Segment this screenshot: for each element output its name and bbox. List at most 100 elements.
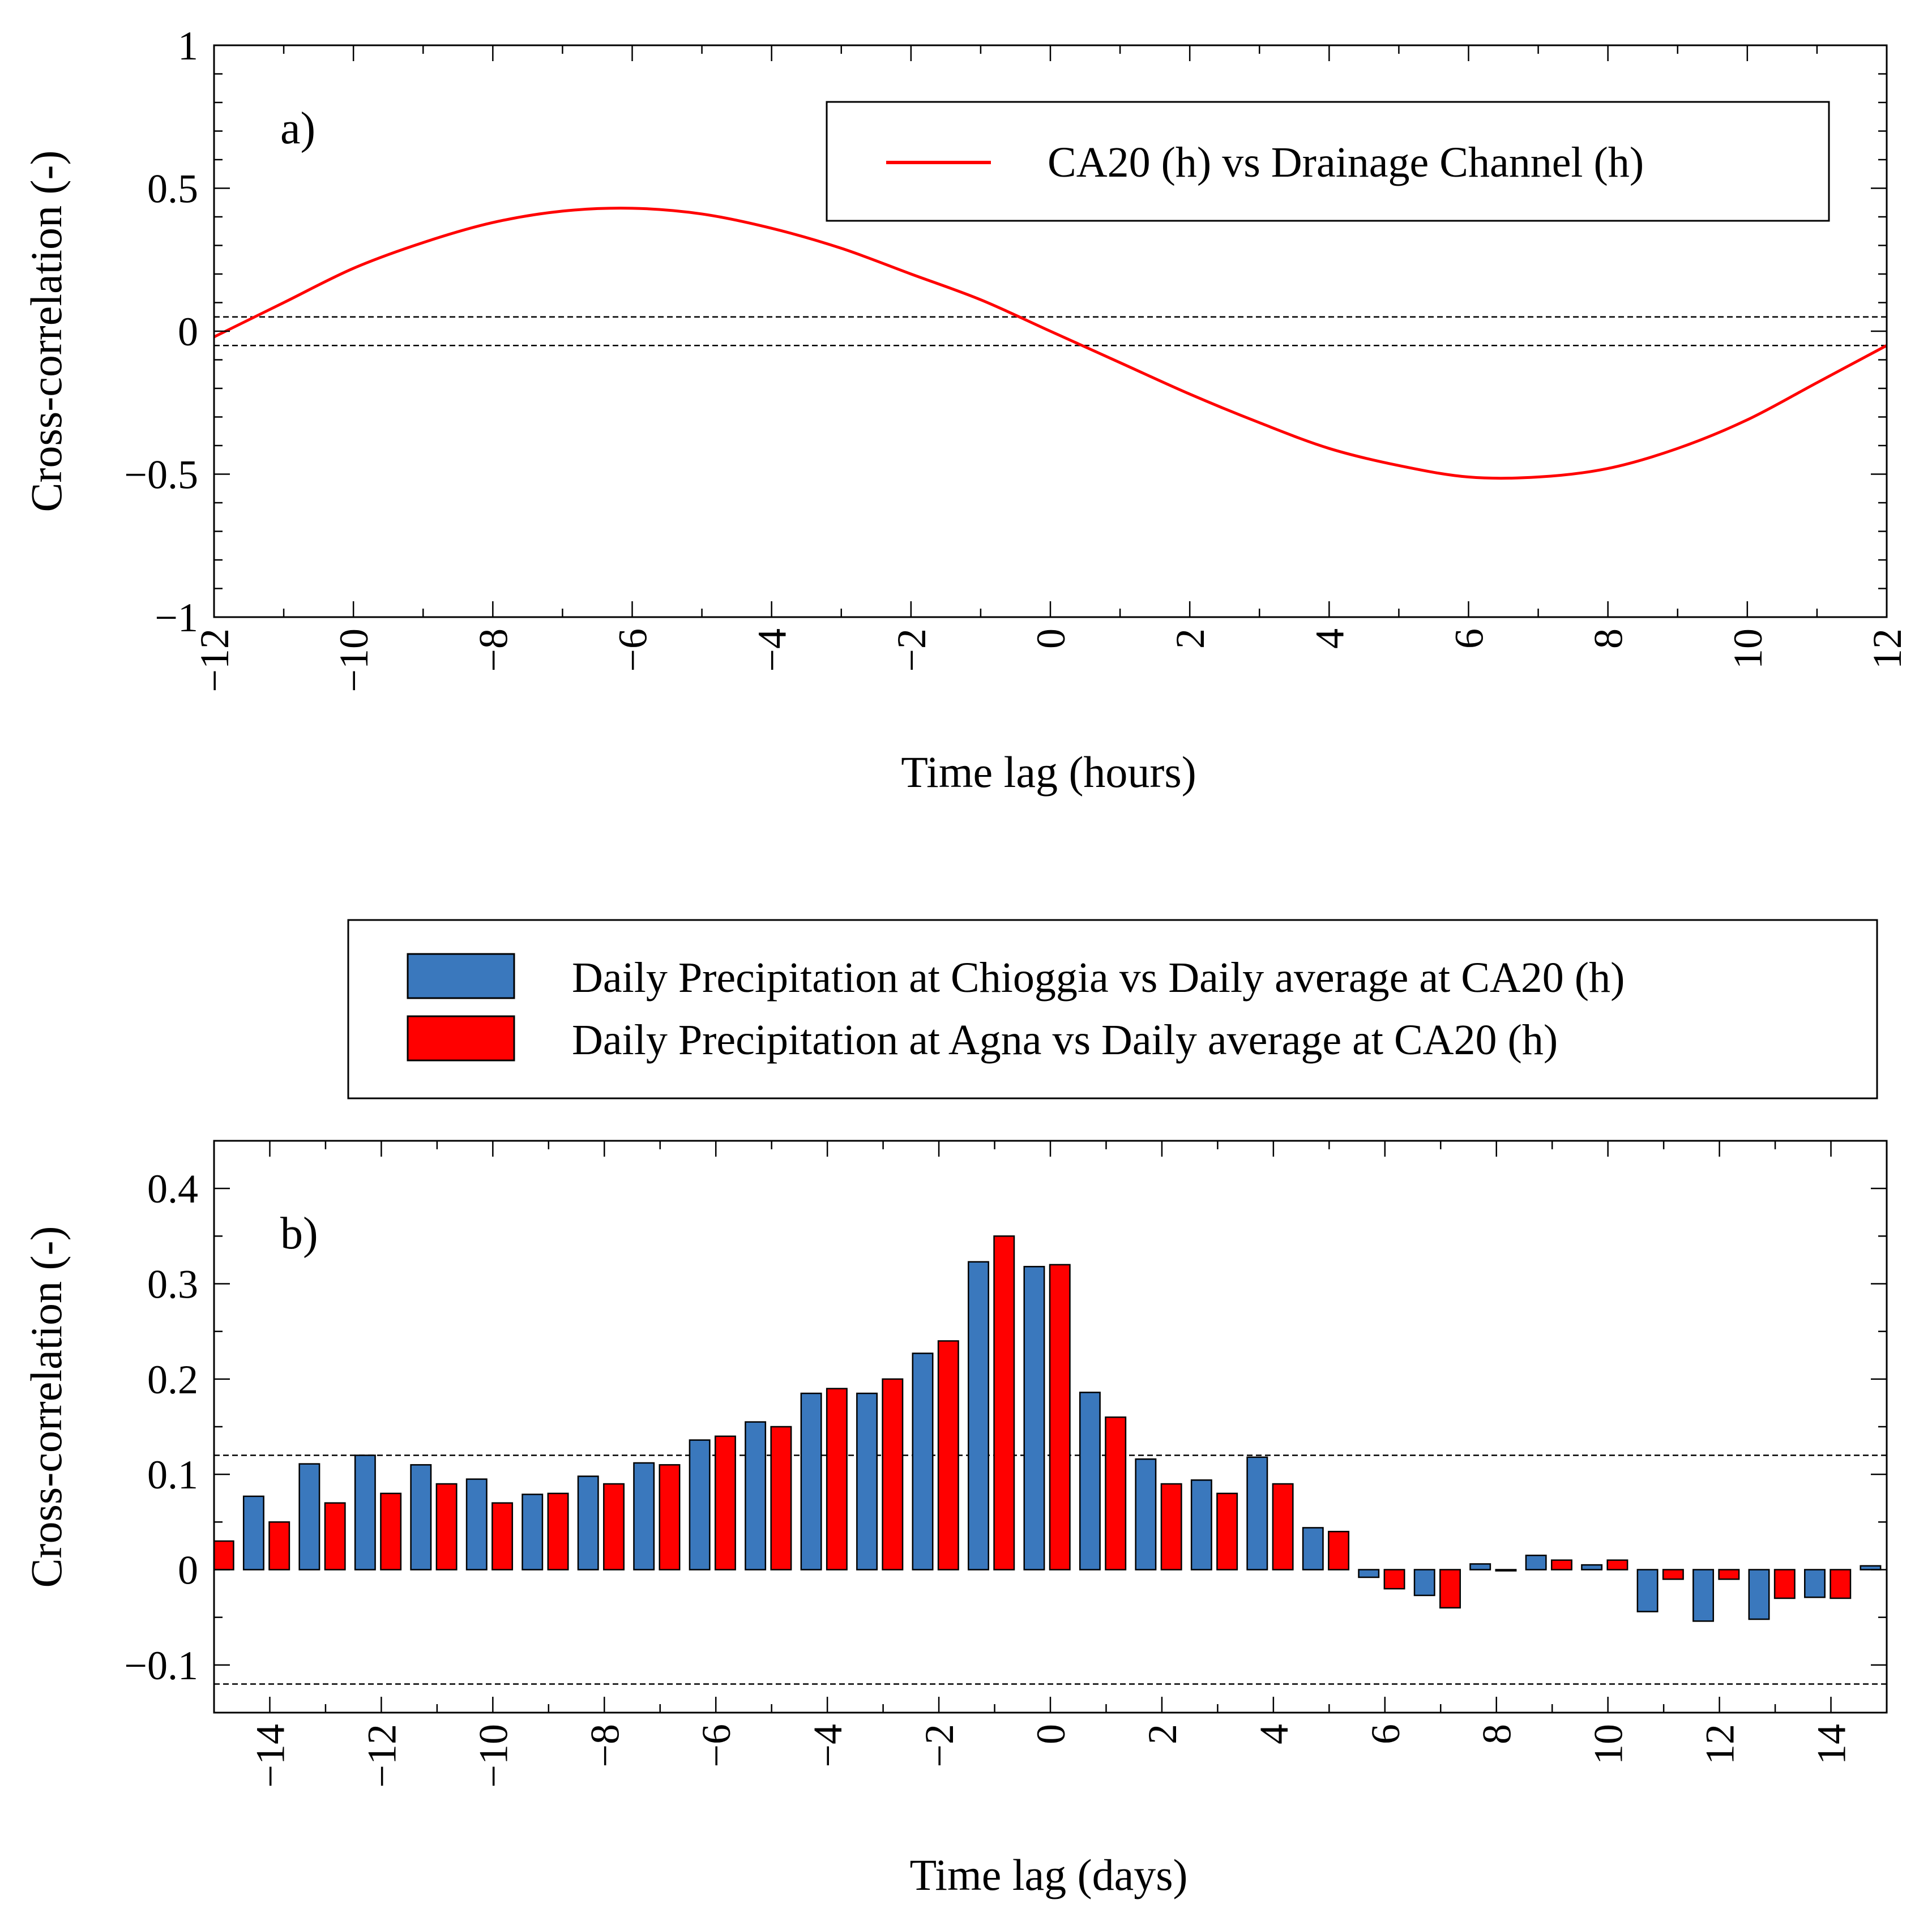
panel-b-bar-chioggia <box>1636 1569 1659 1612</box>
panel-b-bar-agna <box>714 1435 736 1571</box>
panel-b-bar-chioggia <box>1748 1569 1770 1620</box>
panel-b-legend-box <box>347 919 1878 1099</box>
panel-b-legend-swatch-agna <box>407 1015 515 1062</box>
panel-b-bar-chioggia <box>465 1478 488 1571</box>
panel-b-y-tick-labels: −0.1 0 0.1 0.2 0.3 0.4 <box>124 1166 198 1688</box>
panel-b-bar-agna <box>826 1388 848 1571</box>
panel-b-bar-chioggia <box>1079 1392 1101 1571</box>
panel-b-x-axis-title: Time lag (days) <box>909 1850 1187 1899</box>
panel-b-bar-chioggia <box>1023 1265 1045 1571</box>
panel-a-x-tick-label: −8 <box>471 628 516 672</box>
panel-a-ticks <box>213 44 1888 618</box>
panel-b-bar-chioggia <box>522 1494 544 1571</box>
panel-a-y-tick-label: −0.5 <box>124 452 198 498</box>
panel-a-x-tick-label: −4 <box>750 628 795 672</box>
panel-b-bar-agna <box>1718 1569 1740 1580</box>
panel-b-x-tick-label: 14 <box>1809 1724 1854 1765</box>
panel-b-bar-agna <box>435 1483 458 1571</box>
panel-b-y-tick-label: 0.3 <box>147 1262 198 1307</box>
panel-b-y-tick-label: 0 <box>178 1548 198 1593</box>
panel-b-x-tick-label: −10 <box>471 1724 516 1788</box>
panel-b-bar-chioggia <box>800 1392 822 1571</box>
panel-b-bar-agna <box>491 1502 514 1571</box>
panel-b-bar-chioggia <box>1358 1569 1380 1578</box>
panel-b-bar-chioggia <box>577 1475 599 1571</box>
panel-b-bar-agna <box>1495 1569 1517 1572</box>
panel-b-x-tick-label: 8 <box>1474 1724 1520 1744</box>
panel-a-y-tick-labels: −1 −0.5 0 0.5 1 <box>124 23 198 640</box>
panel-b-bar-agna <box>1216 1492 1238 1571</box>
panel-b-bar-chioggia <box>1692 1569 1715 1622</box>
panel-a-x-tick-label: 4 <box>1307 628 1352 649</box>
panel-a-x-tick-label: 6 <box>1447 628 1492 649</box>
panel-a-x-tick-label: 12 <box>1865 628 1910 669</box>
panel-a-x-axis-title: Time lag (hours) <box>901 747 1196 797</box>
panel-b-bar-chioggia <box>242 1495 264 1571</box>
panel-b-x-tick-label: −12 <box>359 1724 404 1788</box>
panel-a-y-tick-label: 1 <box>178 23 198 69</box>
panel-b-bar-chioggia <box>1525 1555 1547 1571</box>
panel-b-bar-chioggia <box>1246 1456 1268 1571</box>
panel-b-bar-chioggia <box>354 1454 376 1571</box>
panel-b-x-tick-label: −2 <box>917 1724 962 1768</box>
panel-b-bar-chioggia <box>1469 1563 1491 1571</box>
panel-a-series-line <box>213 207 1888 480</box>
panel-b-bar-agna <box>324 1502 346 1571</box>
panel-a-y-tick-label: 0.5 <box>147 166 198 212</box>
panel-b-y-tick-label: −0.1 <box>124 1643 198 1688</box>
panel-b-x-tick-label: 2 <box>1140 1724 1185 1744</box>
panel-a-line-chart: −12 −10 −8 −6 −4 −2 0 2 4 6 8 10 12 −1 −0.5 0 0.5 1 a) T… <box>22 23 1910 797</box>
panel-b-x-tick-label: 6 <box>1363 1724 1408 1744</box>
panel-a-y-tick-label: 0 <box>178 309 198 354</box>
panel-b-legend: Daily Precipitation at Chioggia vs Daily… <box>347 919 1878 1099</box>
panel-a-x-tick-label: −2 <box>889 628 934 672</box>
panel-b-bar-chioggia <box>689 1439 711 1571</box>
panel-b-bar-chioggia <box>410 1464 432 1571</box>
panel-b-x-tick-label: −8 <box>582 1724 627 1768</box>
panel-a-legend-label: CA20 (h) vs Drainage Channel (h) <box>1048 139 1644 186</box>
panel-a-y-axis-title: Cross-correlation (-) <box>22 151 71 512</box>
panel-b-y-tick-label: 0.4 <box>147 1166 198 1212</box>
panel-a-x-tick-label: 10 <box>1725 628 1771 669</box>
panel-b-bar-agna <box>1272 1483 1294 1571</box>
panel-b-x-tick-label: −4 <box>805 1724 850 1768</box>
panel-b-legend-label-chioggia: Daily Precipitation at Chioggia vs Daily… <box>572 954 1625 1002</box>
panel-b-bar-chioggia <box>1302 1527 1324 1571</box>
panel-a-legend: CA20 (h) vs Drainage Channel (h) <box>826 101 1830 222</box>
panel-b-bar-chioggia <box>1190 1479 1212 1571</box>
panel-b-x-tick-label: −14 <box>247 1724 293 1788</box>
panel-a-confidence-bounds <box>214 316 1887 346</box>
panel-b-x-tick-labels: −14 −12 −10 −8 −6 −4 −2 0 2 4 6 8 10 12 14 <box>247 1724 1854 1788</box>
panel-b-legend-label-agna: Daily Precipitation at Agna vs Daily ave… <box>572 1016 1558 1064</box>
panel-b-bar-agna <box>1105 1416 1127 1571</box>
panel-b-bar-agna <box>268 1521 290 1571</box>
panel-b-bar-agna <box>1662 1569 1684 1580</box>
panel-a-x-tick-label: 2 <box>1168 628 1213 649</box>
panel-b-bar-agna <box>1328 1530 1350 1571</box>
panel-b-bar-agna <box>213 1540 234 1571</box>
panel-b-y-axis-title: Cross-correlation (-) <box>22 1226 71 1588</box>
panel-b-bar-chioggia <box>1413 1569 1435 1597</box>
panel-b-bar-chioggia <box>1135 1458 1157 1571</box>
panel-a-label: a) <box>280 104 315 153</box>
panel-b-bar-agna <box>603 1483 625 1571</box>
panel-b-bar-agna <box>380 1492 402 1571</box>
panel-b-bar-chioggia <box>968 1261 989 1571</box>
panel-b-bar-chioggia <box>633 1462 655 1571</box>
panel-b-bar-chioggia <box>298 1463 320 1571</box>
panel-b-bar-agna <box>547 1492 569 1571</box>
panel-b-bar-chioggia <box>1860 1565 1882 1571</box>
panel-b-x-tick-label: 4 <box>1251 1724 1297 1744</box>
panel-b-label: b) <box>280 1209 318 1259</box>
panel-b-bar-chioggia <box>1581 1564 1603 1571</box>
panel-b-x-tick-label: 12 <box>1698 1724 1743 1765</box>
panel-b-bar-agna <box>1550 1559 1572 1571</box>
panel-a-y-tick-label: −1 <box>155 595 198 640</box>
panel-b-bar-agna <box>993 1235 1015 1571</box>
panel-b-bar-chioggia <box>856 1392 878 1571</box>
panel-b-bar-agna <box>1830 1569 1852 1599</box>
panel-b-bar-agna <box>659 1464 681 1571</box>
panel-a-x-tick-label: 0 <box>1028 628 1074 649</box>
panel-b-bar-chart: −14 −12 −10 −8 −6 −4 −2 0 2 4 6 8 10 12 14 −0.1 0 0.1 0.2… <box>22 1140 1888 1899</box>
